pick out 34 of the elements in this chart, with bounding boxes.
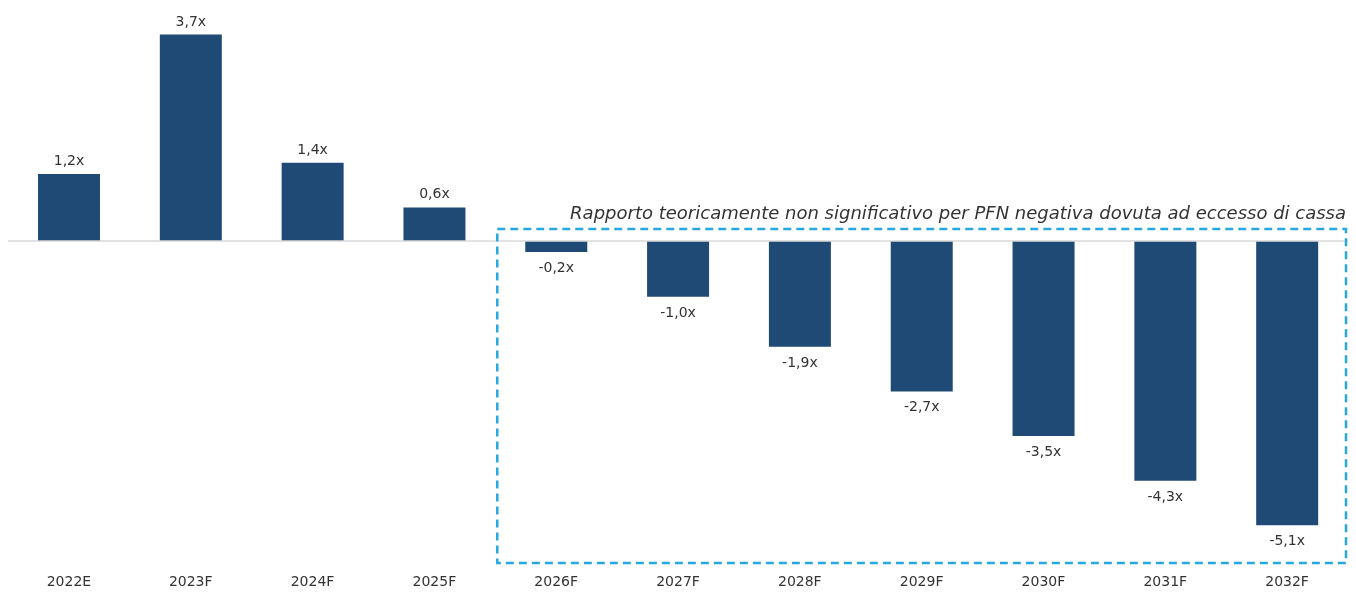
data-label: -1,9x	[782, 353, 818, 370]
bar	[890, 240, 953, 392]
data-label: -1,0x	[660, 303, 696, 320]
x-tick-label: 2025F	[412, 572, 457, 589]
data-label: 1,2x	[53, 151, 85, 168]
x-tick-label: 2023F	[168, 572, 213, 589]
x-tick-label: 2030F	[1021, 572, 1066, 589]
bar	[525, 240, 588, 253]
data-label: -3,5x	[1025, 443, 1062, 460]
bar	[159, 34, 222, 241]
x-tick-label: 2032F	[1265, 572, 1309, 589]
bar	[38, 173, 100, 241]
bar	[403, 207, 466, 241]
annotation: Rapporto teoricamente non significativo per PFN negativa dovuta ad eccesso di cassa	[570, 201, 1346, 223]
x-tick-label: 2028F	[777, 572, 822, 589]
data-label: -5,1x	[1269, 532, 1305, 549]
bar	[281, 162, 344, 241]
bar	[1134, 240, 1197, 481]
x-tick-label: 2031F	[1143, 572, 1188, 589]
data-label: -0,2x	[538, 259, 575, 276]
x-tick-label: 2027F	[656, 572, 700, 589]
x-tick-label: 2029F	[899, 572, 944, 589]
bar	[1256, 240, 1319, 526]
data-label: 0,6x	[419, 185, 450, 202]
data-label: -4,3x	[1147, 487, 1184, 504]
bar	[647, 240, 710, 297]
bar	[768, 240, 831, 347]
x-tick-label: 2026F	[534, 572, 579, 589]
bar	[1012, 240, 1075, 437]
data-label: -2,7x	[903, 398, 940, 415]
x-tick-label: 2024F	[290, 572, 335, 589]
data-label: 1,4x	[297, 140, 328, 157]
data-label: 3,7x	[175, 12, 207, 29]
x-tick-label: 2022E	[46, 572, 92, 589]
